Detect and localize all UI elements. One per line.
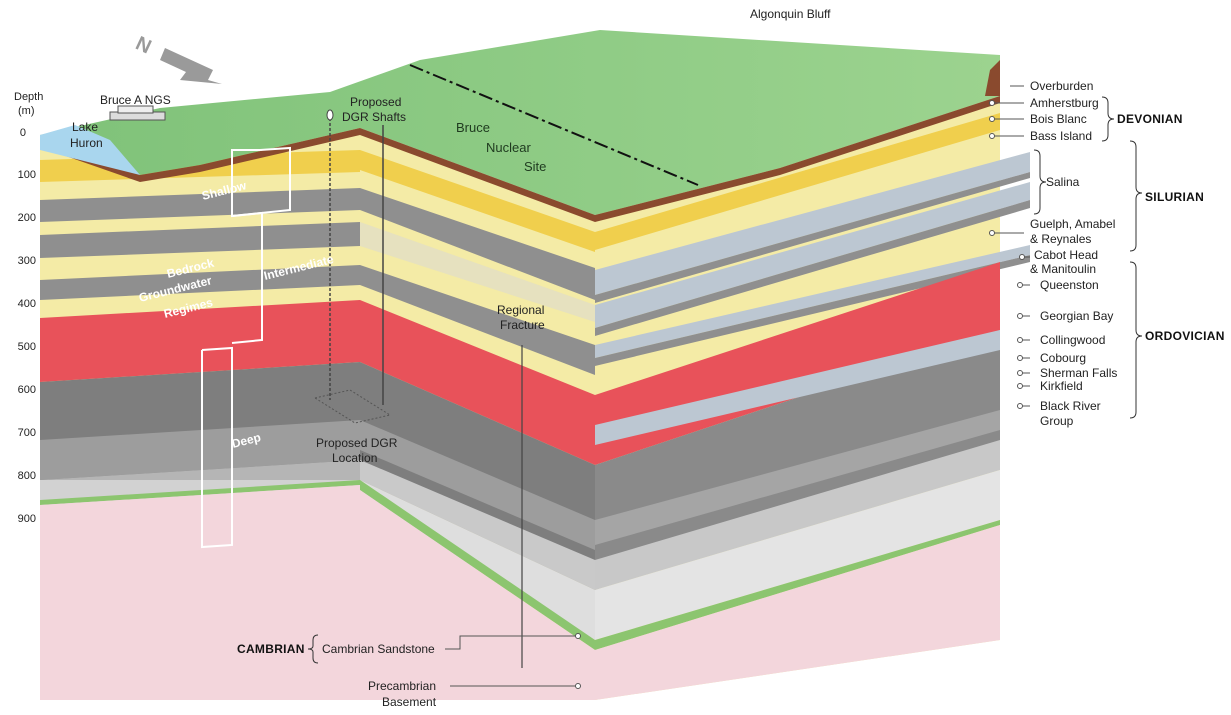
lake-label: Lake [72, 120, 98, 134]
dgr-location-label: Location [332, 451, 377, 465]
depth-tick: 900 [18, 513, 36, 525]
right-side-face [595, 96, 1030, 700]
depth-axis-title: Depth [14, 91, 43, 103]
lake-label: Huron [70, 136, 103, 150]
salina-bracket [1033, 149, 1047, 215]
depth-axis: Depth (m) 0 100 200 300 400 500 600 700 … [14, 91, 43, 525]
ordovician-bracket [1129, 261, 1143, 419]
formation-label: Cabot Head [1034, 248, 1098, 262]
north-arrow-letter: N [132, 32, 154, 58]
formation-labels: Overburden Amherstburg Bois Blanc Bass I… [322, 79, 1117, 709]
depth-tick: 500 [18, 341, 36, 353]
site-label: Site [524, 159, 546, 174]
silurian-bracket [1129, 140, 1143, 252]
formation-label: Queenston [1040, 278, 1099, 292]
dgr-location-label: Proposed DGR [316, 436, 398, 450]
deep-regime-box [201, 346, 233, 549]
site-labels: Algonquin Bluff Bruce A NGS Lake Huron P… [70, 7, 831, 465]
bruce-a-ngs-label: Bruce A NGS [100, 93, 171, 107]
depth-tick: 0 [20, 127, 26, 139]
formation-label: Precambrian [368, 679, 436, 693]
era-label: DEVONIAN [1117, 112, 1183, 126]
depth-tick: 300 [18, 255, 36, 267]
site-boundary-line [409, 64, 699, 186]
formation-label: & Manitoulin [1030, 262, 1096, 276]
north-arrow: N [132, 32, 222, 84]
formation-label: Overburden [1030, 79, 1093, 93]
front-right-face [360, 128, 595, 700]
era-label: ORDOVICIAN [1145, 329, 1225, 343]
formation-leaders [445, 85, 1030, 689]
era-labels: DEVONIAN SILURIAN ORDOVICIAN CAMBRIAN [237, 112, 1225, 656]
depth-tick: 400 [18, 298, 36, 310]
formation-label: Cobourg [1040, 351, 1086, 365]
formation-label: Guelph, Amabel [1030, 217, 1115, 231]
formation-label: Collingwood [1040, 333, 1105, 347]
devonian-bracket [1101, 96, 1115, 142]
formation-label: Amherstburg [1030, 96, 1099, 110]
shafts-label: DGR Shafts [342, 110, 406, 124]
algonquin-bluff-label: Algonquin Bluff [750, 7, 831, 21]
formation-label: Black River [1040, 399, 1101, 413]
fracture-label: Fracture [500, 318, 545, 332]
groundwater-regime-outlines [201, 146, 291, 549]
formation-label: Group [1040, 414, 1074, 428]
era-brackets [307, 96, 1143, 664]
depth-tick: 700 [18, 427, 36, 439]
cambrian-bracket [307, 634, 319, 664]
bruce-a-ngs-building [109, 105, 166, 121]
depth-tick: 200 [18, 212, 36, 224]
formation-label: & Reynales [1030, 232, 1091, 246]
formation-label: Salina [1046, 175, 1080, 189]
depth-tick: 600 [18, 384, 36, 396]
depth-axis-unit: (m) [18, 105, 35, 117]
formation-label: Kirkfield [1040, 379, 1083, 393]
shafts-label: Proposed [350, 95, 401, 109]
formation-label: Cambrian Sandstone [322, 642, 435, 656]
deep-label: Deep [230, 430, 262, 451]
depth-tick: 100 [18, 169, 36, 181]
depth-tick: 800 [18, 470, 36, 482]
site-label: Nuclear [486, 140, 531, 155]
formation-label: Bass Island [1030, 129, 1092, 143]
fracture-label: Regional [497, 303, 544, 317]
intermediate-regime-box [231, 211, 263, 344]
formation-label: Georgian Bay [1040, 309, 1113, 323]
era-label: CAMBRIAN [237, 642, 305, 656]
site-label: Bruce [456, 120, 490, 135]
formation-label: Basement [382, 695, 437, 709]
front-left-face [40, 128, 360, 700]
dgr-shafts [313, 109, 392, 424]
lake-huron [40, 125, 140, 175]
era-label: SILURIAN [1145, 190, 1204, 204]
formation-label: Bois Blanc [1030, 112, 1087, 126]
formation-label: Sherman Falls [1040, 366, 1117, 380]
